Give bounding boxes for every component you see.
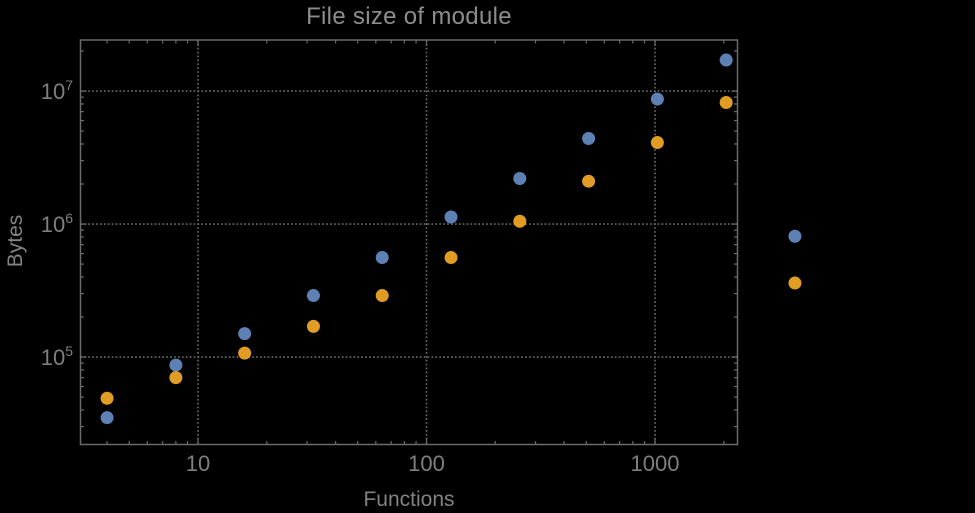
data-point-orange-series <box>238 346 252 360</box>
data-point-orange-series <box>513 214 527 228</box>
data-point-orange-series <box>169 371 183 385</box>
data-point-blue-series <box>582 131 596 145</box>
data-point-blue-series <box>788 229 802 243</box>
data-point-blue-series <box>375 251 389 265</box>
data-point-blue-series <box>513 172 527 186</box>
x-axis-label: Functions <box>363 488 455 511</box>
data-point-blue-series <box>100 411 114 425</box>
data-point-blue-series <box>306 289 320 303</box>
data-point-orange-series <box>444 251 458 265</box>
data-point-orange-series <box>582 174 596 188</box>
data-point-orange-series <box>719 96 733 110</box>
data-point-blue-series <box>169 358 183 372</box>
data-point-blue-series <box>719 53 733 67</box>
y-tick-label: 105 <box>41 343 73 370</box>
x-tick-label: 100 <box>408 451 445 476</box>
y-axis-label: Bytes <box>4 214 27 268</box>
data-point-orange-series <box>306 319 320 333</box>
x-tick-label: 10 <box>186 451 210 476</box>
data-point-blue-series <box>238 327 252 341</box>
chart-title: File size of module <box>306 3 512 30</box>
data-point-orange-series <box>100 391 114 405</box>
data-point-blue-series <box>444 210 458 224</box>
x-tick-label: 1000 <box>631 451 680 476</box>
data-point-blue-series <box>650 92 664 106</box>
plot-frame <box>79 39 739 446</box>
y-tick-label: 107 <box>41 77 73 104</box>
data-point-orange-series <box>650 136 664 150</box>
data-point-orange-series <box>788 276 802 290</box>
y-tick-label: 106 <box>41 210 73 237</box>
data-point-orange-series <box>375 289 389 303</box>
